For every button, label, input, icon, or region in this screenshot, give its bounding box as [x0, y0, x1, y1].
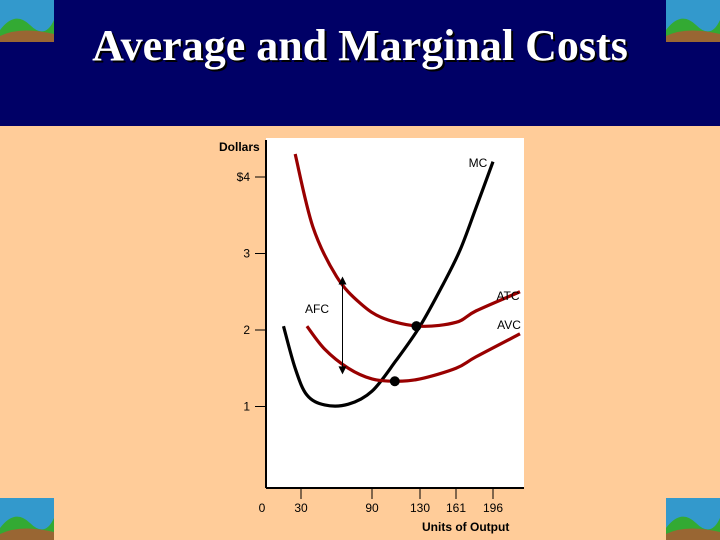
x-tick-label: 0 [259, 501, 266, 515]
mc-curve [281, 161, 495, 408]
y-tick-label: 2 [243, 323, 250, 337]
y-tick-label: 1 [243, 400, 250, 414]
x-tick-label: 130 [410, 501, 430, 515]
x-tick-label: 90 [365, 501, 379, 515]
y-axis-label: Dollars [219, 140, 260, 154]
landscape-icon [0, 498, 54, 540]
y-tick-label: $4 [237, 170, 251, 184]
afc-arrow-head [338, 366, 347, 375]
slide-title: Average and Marginal Costs [92, 21, 628, 70]
afc-label: AFC [305, 302, 329, 316]
intersection-point [411, 321, 422, 332]
x-axis-label: Units of Output [422, 520, 510, 534]
y-tick-label: 3 [243, 247, 250, 261]
x-tick-label: 30 [294, 501, 308, 515]
avc-label: AVC [497, 318, 521, 332]
x-tick-label: 196 [483, 501, 503, 515]
intersection-point [389, 376, 400, 387]
slide-header: Average and Marginal Costs [0, 0, 720, 126]
atc-curve [293, 153, 521, 328]
atc-label: ATC [496, 289, 519, 303]
mc-label: MC [469, 156, 488, 170]
landscape-icon [666, 0, 720, 42]
x-tick-label: 161 [446, 501, 466, 515]
landscape-icon [0, 0, 54, 42]
afc-arrow-head [338, 276, 347, 285]
landscape-icon [666, 498, 720, 540]
